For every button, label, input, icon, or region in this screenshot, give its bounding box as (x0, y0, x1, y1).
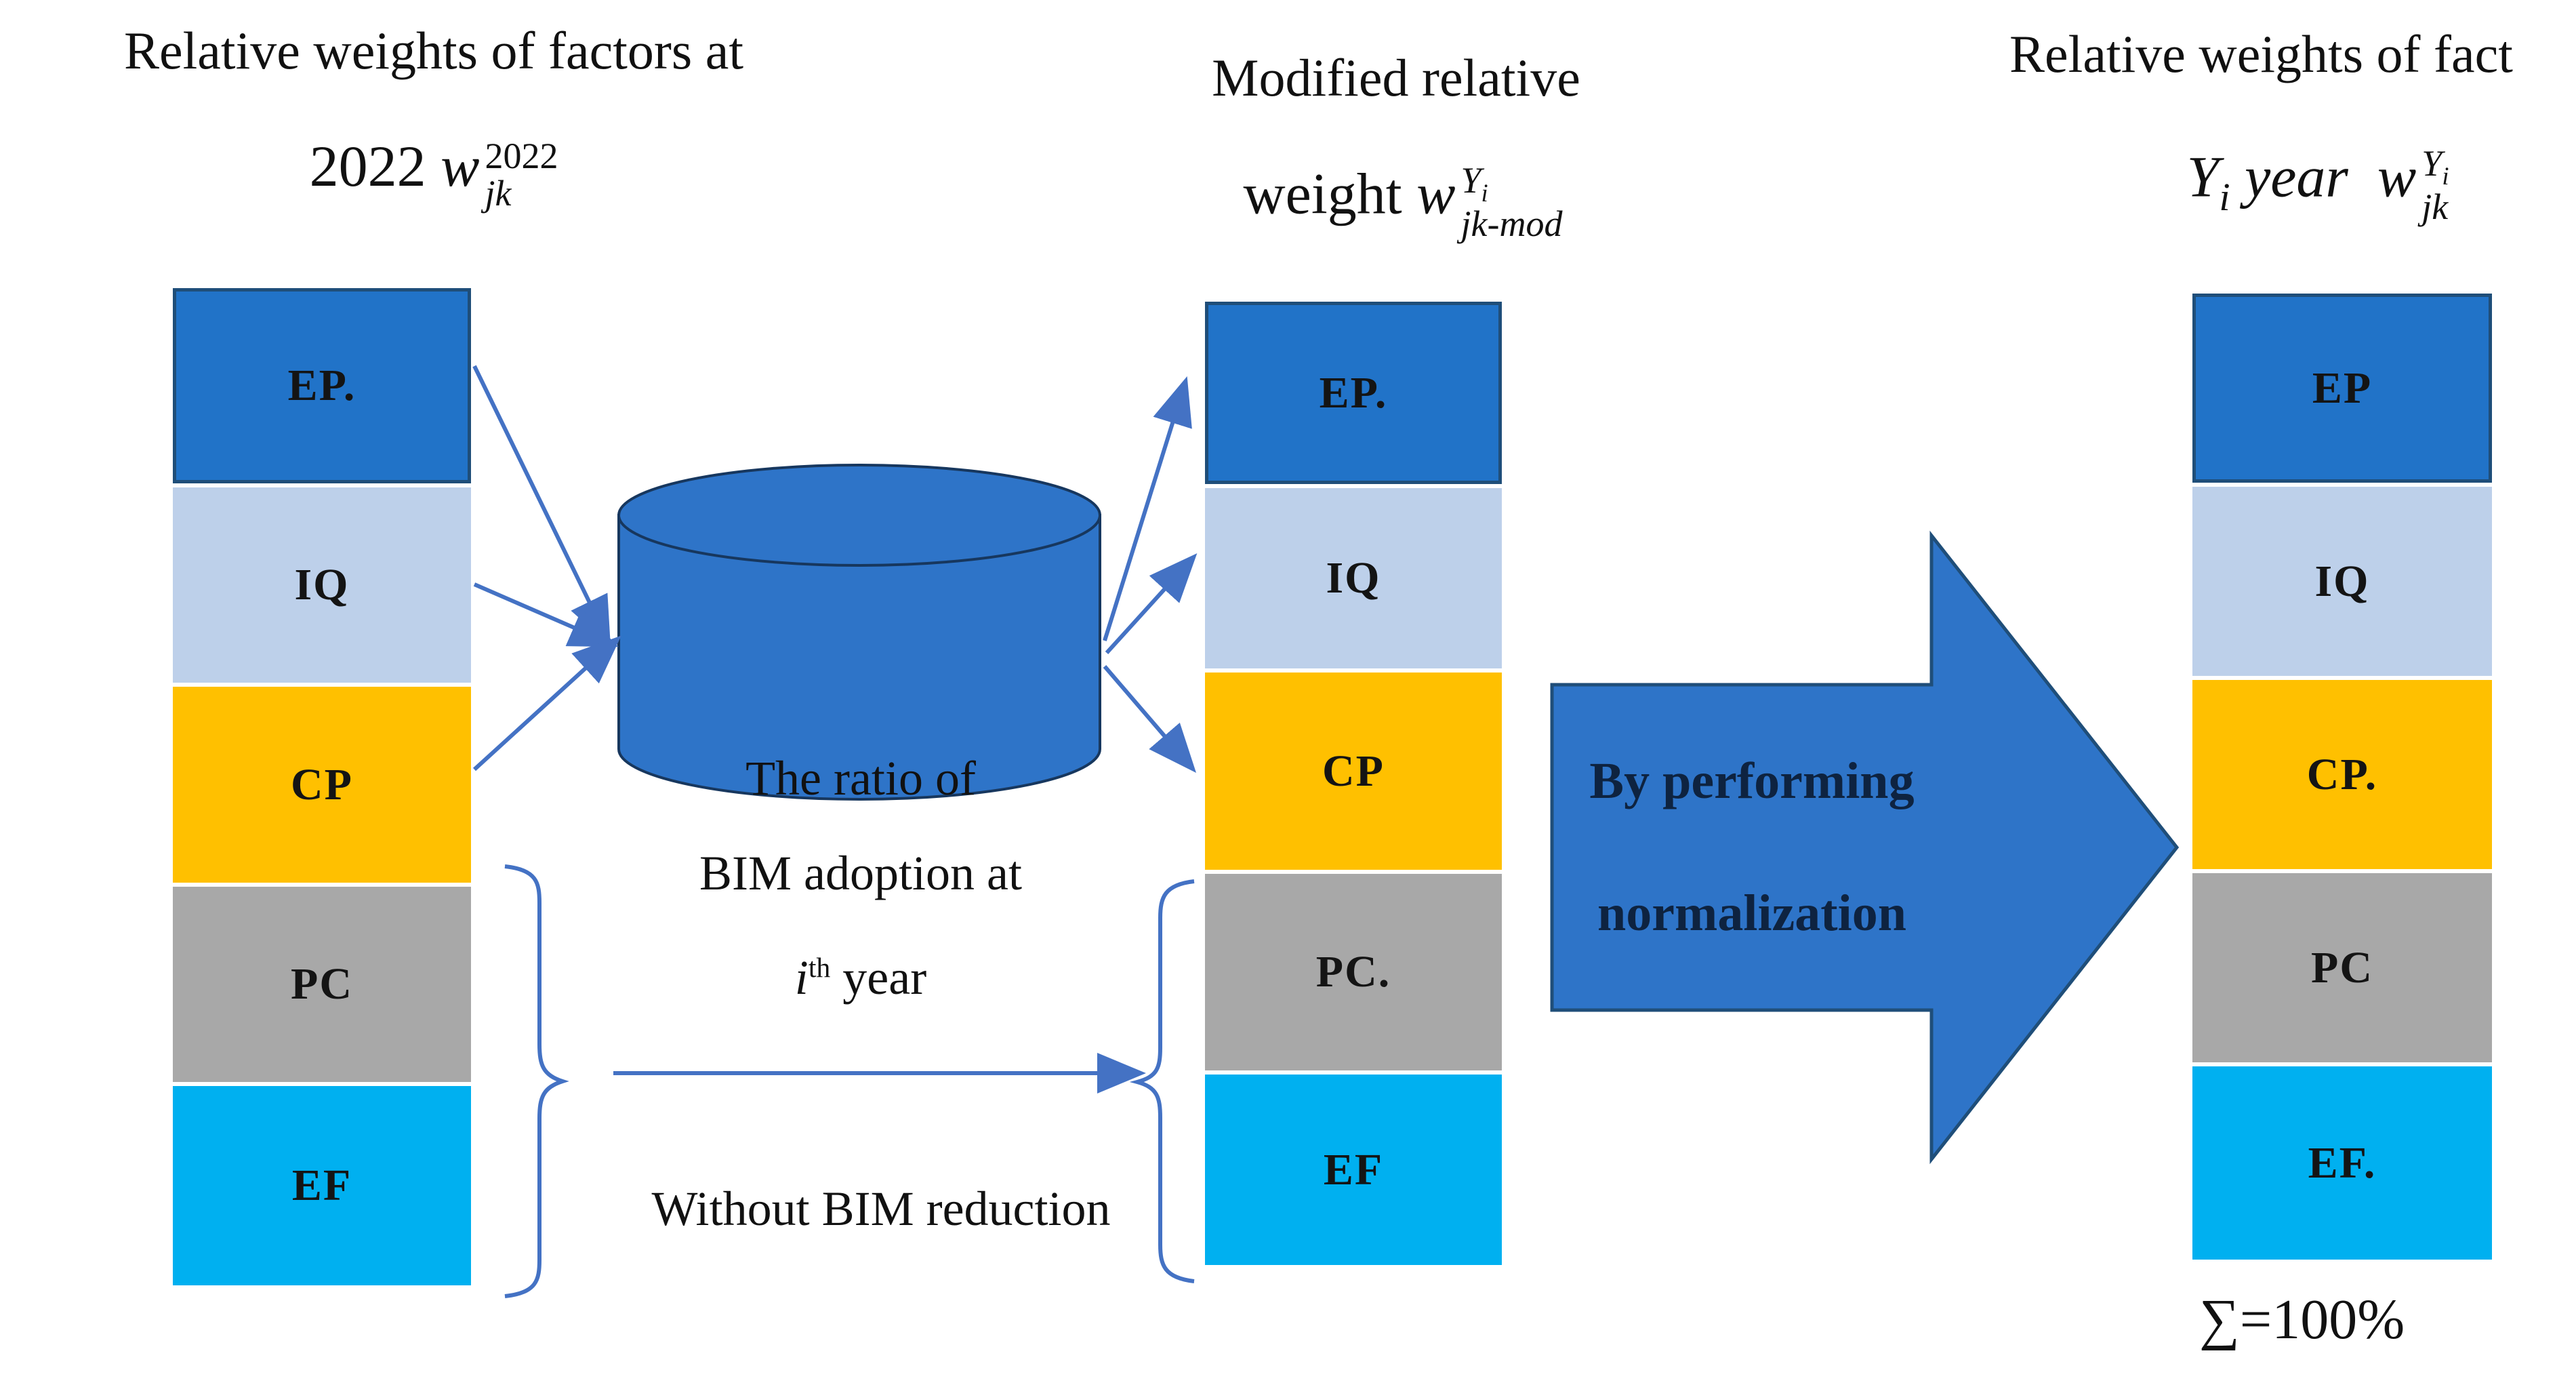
segment-label: PC (2311, 942, 2373, 992)
cylinder-caption: The ratio of BIM adoption at ith year (630, 731, 1091, 1025)
arrow-cp-to-cylinder (472, 635, 621, 771)
middle-stack-title: Modified relative (1212, 48, 1580, 107)
segment-label: EF (1323, 1144, 1384, 1195)
arrow-cylinder-to-cp (1103, 665, 1197, 774)
sum-label: ∑=100% (2199, 1288, 2405, 1351)
left-segment-cp: CP (173, 687, 471, 883)
left-segment-ef: EF (173, 1086, 471, 1285)
formula-prefix: 2022 (309, 134, 426, 199)
segment-label: EF (291, 1161, 352, 1210)
middle-segment-ef: EF (1205, 1075, 1502, 1265)
formula-superscript-sub: i (1481, 178, 1488, 207)
right-segment-pc: PC (2192, 873, 2492, 1062)
middle-segment-iq: IQ (1205, 488, 1502, 668)
left-segment-pc: PC (173, 887, 471, 1082)
right-stack: EP IQ CP. PC EF. (2192, 0, 2492, 1385)
segment-label: EP (2312, 363, 2373, 413)
formula-subscript: jk (485, 173, 512, 214)
segment-label: PC (291, 959, 353, 1009)
middle-stack-formula: weight w Yi jk-mod (1118, 159, 1688, 245)
left-stack-formula: 2022 w 2022 jk (169, 132, 698, 214)
formula-base: w (1416, 161, 1456, 226)
formula-prefix: weight (1243, 161, 1402, 226)
right-stack-title: Relative weights of fact (2009, 24, 2513, 83)
formula-prefix-sub: i (2219, 174, 2230, 219)
segment-label: EP. (287, 361, 356, 410)
left-brace (504, 864, 569, 1298)
segment-label: CP (291, 759, 353, 809)
left-segment-iq: IQ (173, 487, 471, 683)
caption-line1: The ratio of (745, 751, 976, 805)
segment-label: EF. (2308, 1138, 2377, 1188)
right-segment-cp: CP. (2192, 680, 2492, 869)
left-segment-ep: EP. (173, 288, 471, 483)
segment-label: IQ (1326, 553, 1381, 603)
right-segment-ep: EP (2192, 294, 2492, 483)
bim-ratio-cylinder-icon (617, 464, 1101, 801)
arrow-cylinder-to-iq (1105, 553, 1198, 655)
segment-label: EP. (1319, 367, 1388, 418)
middle-segment-cp: CP (1205, 673, 1502, 870)
segment-label: IQ (2314, 556, 2370, 606)
formula-superscript-sub: i (2442, 161, 2449, 190)
formula-superscript: Y (2421, 143, 2442, 184)
formula-subscript: jk-mod (1460, 203, 1563, 245)
formula-superscript: 2022 (485, 136, 558, 177)
segment-label: CP. (2306, 749, 2378, 799)
left-stack: EP. IQ CP PC EF (173, 0, 471, 1385)
right-stack-formula: Yi year w Yi jk (2074, 142, 2562, 228)
normalization-arrow-label: By performing normalization (1559, 715, 1945, 980)
formula-superscript: Y (1460, 160, 1481, 201)
left-stack-title: Relative weights of factors at (123, 21, 744, 80)
caption-line2: BIM adoption at (699, 846, 1022, 900)
middle-segment-ep: EP. (1205, 302, 1502, 484)
right-segment-iq: IQ (2192, 487, 2492, 676)
arrow-ep-to-cylinder (472, 365, 611, 646)
segment-label: CP (1322, 746, 1385, 796)
middle-stack: EP. IQ CP PC. EF (1205, 0, 1502, 1385)
formula-prefix-rest: year (2245, 144, 2348, 209)
caption-line3: ith year (794, 950, 927, 1005)
arrow-cylinder-to-ep (1103, 376, 1192, 641)
right-brace (1129, 879, 1195, 1283)
bypass-label: Without BIM reduction (651, 1182, 1111, 1236)
arrow-iq-to-cylinder (473, 582, 619, 647)
formula-subscript: jk (2421, 186, 2449, 228)
segment-label: IQ (294, 560, 350, 609)
formula-base: w (2377, 144, 2417, 209)
normalization-line1: By performing (1589, 752, 1915, 809)
formula-base: w (441, 134, 480, 199)
formula-prefix: Y (2186, 144, 2220, 209)
right-segment-ef: EF. (2192, 1066, 2492, 1260)
middle-segment-pc: PC. (1205, 874, 1502, 1070)
segment-label: PC. (1315, 947, 1391, 997)
normalization-arrow-icon (1550, 530, 2180, 1165)
normalization-line2: normalization (1597, 885, 1906, 942)
